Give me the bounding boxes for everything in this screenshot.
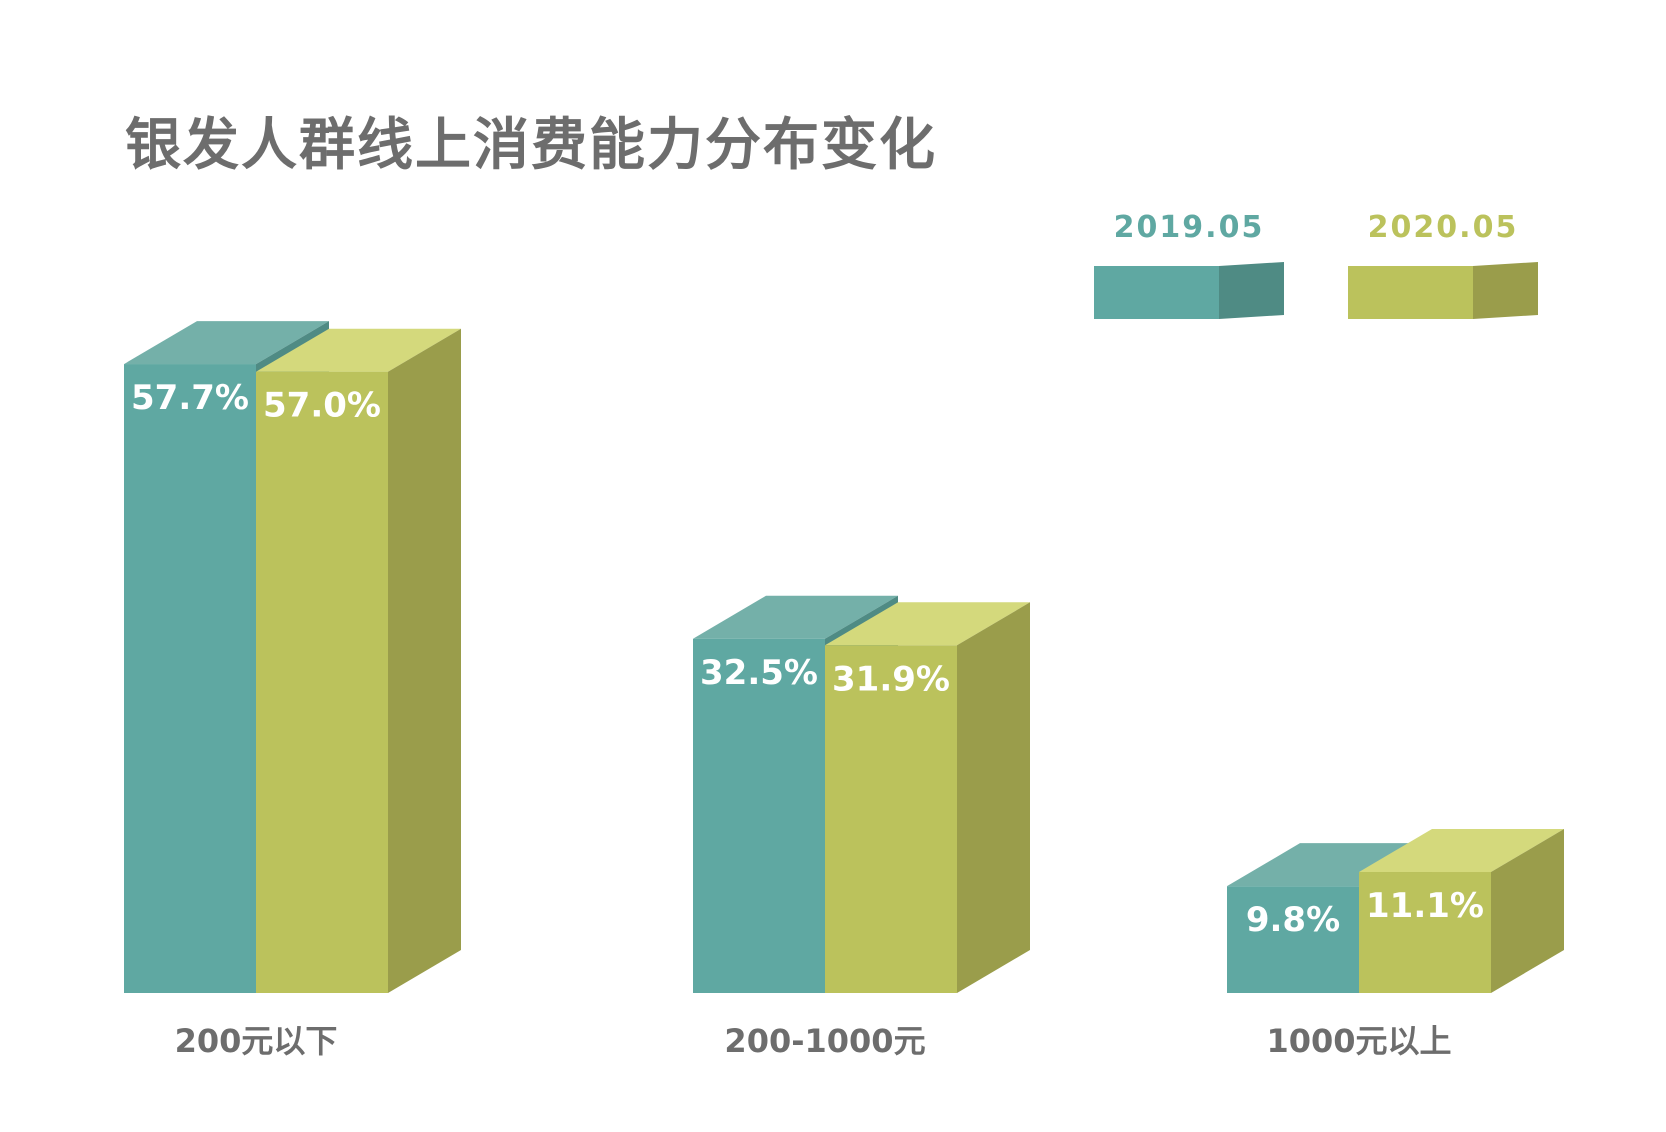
bar-front-face: [693, 638, 825, 993]
bar-top-face: [1227, 843, 1432, 887]
value-label: 31.9%: [832, 659, 950, 699]
bar-series2-2: [825, 602, 1030, 993]
legend: 2019.05 2020.05: [1094, 210, 1538, 319]
bars: [124, 321, 1564, 993]
category-label: 200-1000元: [724, 1022, 925, 1060]
value-label: 57.7%: [131, 378, 249, 418]
value-label: 57.0%: [263, 386, 381, 426]
value-label: 9.8%: [1246, 900, 1340, 940]
legend-item-1: 2019.05: [1094, 210, 1284, 319]
bar-top-face: [256, 328, 461, 372]
chart-title: 银发人群线上消费能力分布变化: [125, 113, 937, 178]
bar-side-face: [1491, 829, 1564, 993]
bar-series2-1: [256, 328, 461, 993]
legend-swatch: [1094, 266, 1219, 319]
bar-front-face: [1227, 886, 1359, 993]
legend-swatch: [1348, 266, 1473, 319]
legend-swatch-side: [1219, 262, 1284, 319]
bar-side-face: [388, 328, 461, 993]
bar-top-face: [693, 595, 898, 639]
bar-front-face: [124, 364, 256, 993]
bar-front-face: [825, 645, 957, 993]
bar-top-face: [1359, 829, 1564, 873]
category-label: 1000元以上: [1266, 1022, 1451, 1060]
legend-item-2: 2020.05: [1348, 210, 1538, 319]
legend-label: 2020.05: [1368, 210, 1519, 245]
bar-side-face: [957, 602, 1030, 993]
category-labels: 200元以下 200-1000元 1000元以上: [175, 1022, 1452, 1060]
category-label: 200元以下: [175, 1022, 338, 1060]
value-labels: 57.7% 57.0% 32.5% 31.9% 9.8% 11.1%: [131, 378, 1484, 940]
value-label: 32.5%: [700, 653, 818, 693]
legend-label: 2019.05: [1114, 210, 1265, 245]
value-label: 11.1%: [1366, 886, 1484, 926]
legend-swatch-side: [1473, 262, 1538, 319]
bar-front-face: [256, 371, 388, 993]
bar-top-face: [124, 321, 329, 365]
bar-series2-3: [1359, 829, 1564, 993]
bar-front-face: [1359, 872, 1491, 993]
bar-top-face: [825, 602, 1030, 646]
